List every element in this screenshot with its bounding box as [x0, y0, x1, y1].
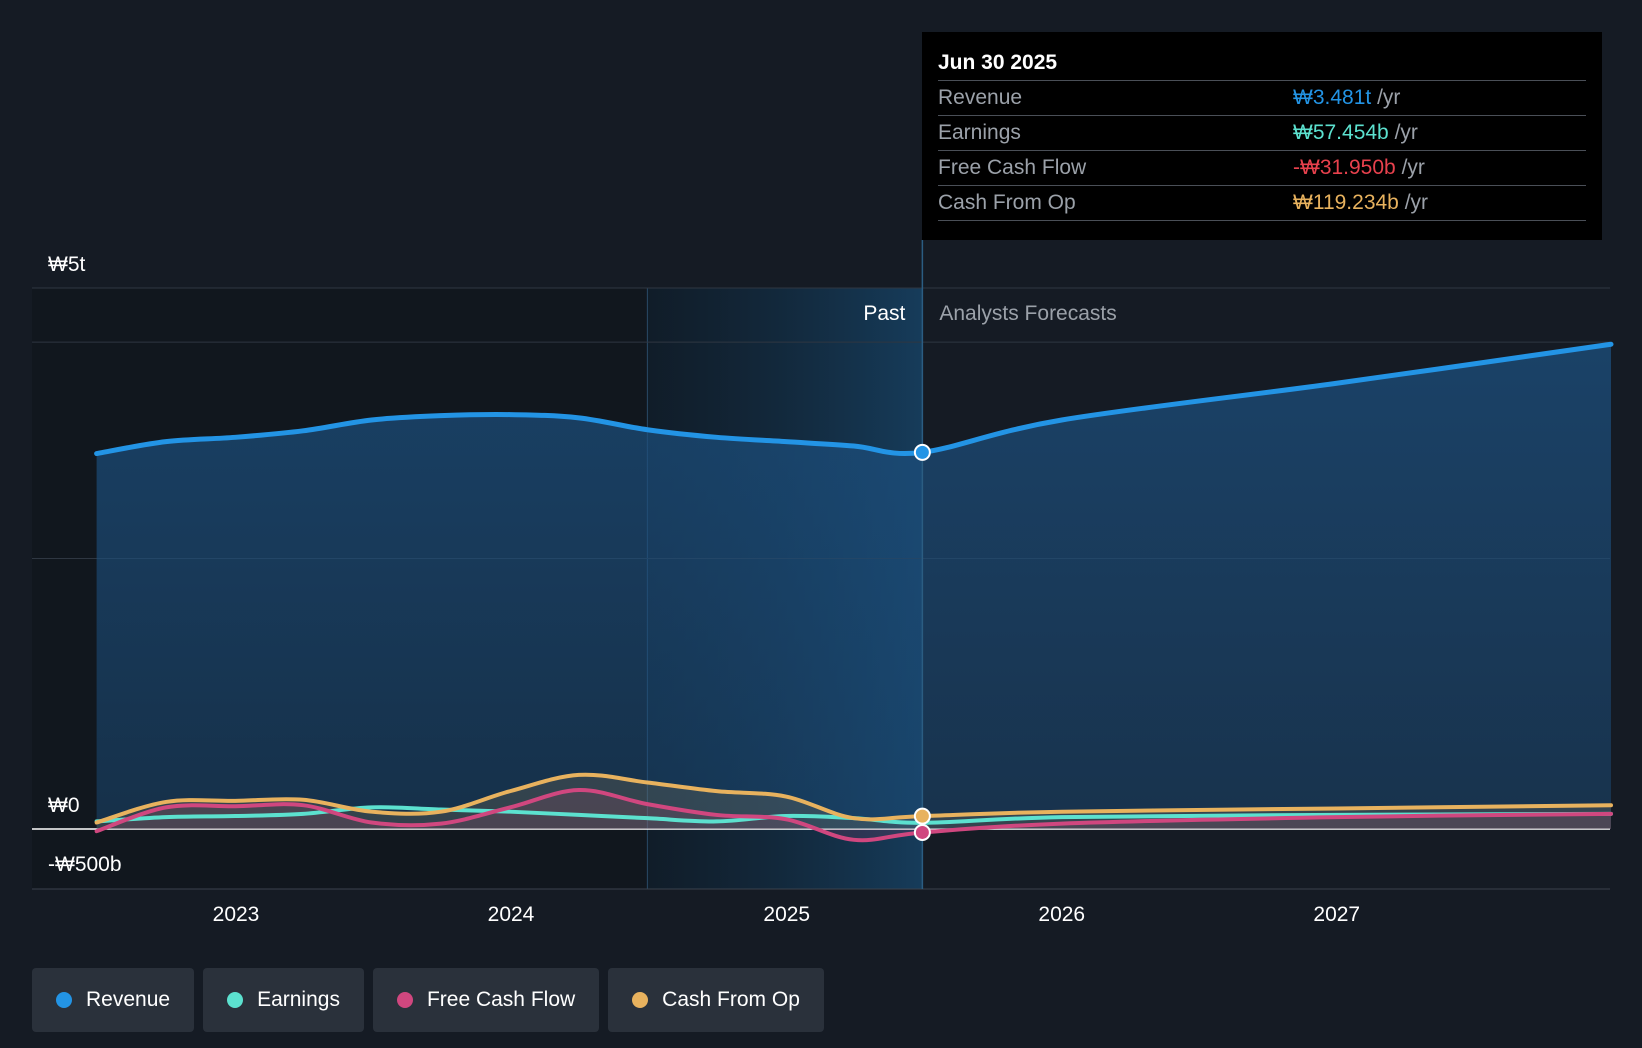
tooltip-date: Jun 30 2025 — [938, 51, 1058, 74]
free-cash-flow-area — [96, 790, 1611, 841]
tooltip-unit: /yr — [1404, 191, 1429, 214]
legend-dot-icon — [632, 992, 649, 1008]
legend-dot-icon — [56, 992, 72, 1008]
legend-item-earnings[interactable]: Earnings — [203, 968, 364, 1032]
tooltip-label: Cash From Op — [938, 191, 1076, 214]
tooltip-row-earnings: Earnings ₩57.454b /yr — [938, 115, 1586, 150]
x-tick-label: 2025 — [763, 903, 810, 926]
legend-dot-icon — [227, 992, 244, 1008]
legend-label: Earnings — [257, 988, 340, 1011]
cash-from-op-marker — [913, 807, 931, 825]
legend-label: Free Cash Flow — [426, 988, 576, 1011]
tooltip-value: ₩119.234b — [1293, 191, 1399, 214]
tooltip-label: Free Cash Flow — [938, 156, 1087, 179]
tooltip-value: -₩31.950b — [1293, 156, 1396, 179]
earnings-line — [94, 805, 1613, 825]
revenue-line — [94, 341, 1614, 457]
revenue-marker — [913, 443, 931, 461]
revenue-area — [96, 344, 1611, 829]
past-label: Past — [863, 302, 905, 325]
x-tick-label: 2023 — [213, 903, 260, 926]
free-cash-flow-line — [94, 788, 1613, 843]
tooltip-unit: /yr — [1377, 86, 1401, 109]
tooltip-row-free-cash-flow: Free Cash Flow -₩31.950b /yr — [938, 150, 1586, 185]
y-tick-label: ₩5t — [48, 253, 86, 276]
tooltip-row-cash-from-op: Cash From Op ₩119.234b /yr — [938, 185, 1586, 221]
x-tick-label: 2024 — [488, 903, 535, 926]
tooltip: Jun 30 2025 Revenue ₩3.481t /yr Earnings… — [922, 32, 1602, 240]
legend-label: Cash From Op — [662, 988, 800, 1011]
y-tick-label: -₩500b — [48, 853, 122, 876]
cash-from-op-line — [94, 772, 1613, 825]
x-tick-label: 2026 — [1038, 903, 1085, 926]
y-tick-label: ₩0 — [48, 794, 80, 817]
x-tick-label: 2027 — [1313, 903, 1360, 926]
legend-item-revenue[interactable]: Revenue — [32, 968, 195, 1032]
legend-label: Revenue — [86, 988, 171, 1011]
tooltip-value: ₩3.481t — [1293, 86, 1372, 109]
tooltip-value: ₩57.454b — [1293, 121, 1389, 144]
forecast-label: Analysts Forecasts — [939, 302, 1116, 325]
tooltip-label: Earnings — [938, 121, 1021, 144]
legend-item-cash-from-op[interactable]: Cash From Op — [608, 968, 824, 1032]
tooltip-label: Revenue — [938, 86, 1023, 109]
free-cash-flow-marker — [913, 823, 931, 841]
tooltip-unit: /yr — [1394, 121, 1418, 144]
legend: Revenue Earnings Free Cash Flow Cash Fro… — [32, 968, 824, 1032]
legend-dot-icon — [396, 992, 413, 1008]
tooltip-unit: /yr — [1401, 156, 1425, 179]
legend-item-free-cash-flow[interactable]: Free Cash Flow — [372, 968, 600, 1032]
tooltip-row-revenue: Revenue ₩3.481t /yr — [938, 80, 1586, 115]
